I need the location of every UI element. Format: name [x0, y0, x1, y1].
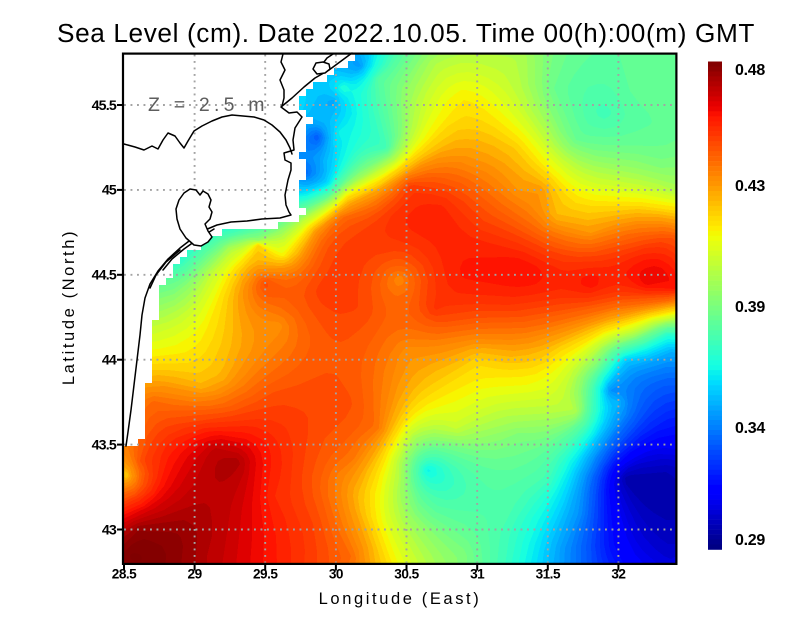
svg-text:45: 45	[102, 183, 117, 199]
svg-text:0.43: 0.43	[735, 178, 765, 195]
svg-text:0.48: 0.48	[735, 62, 765, 79]
svg-text:28.5: 28.5	[112, 567, 137, 582]
svg-text:Longitude (East): Longitude (East)	[319, 590, 482, 608]
svg-text:0.29: 0.29	[735, 532, 765, 549]
svg-text:43: 43	[102, 522, 117, 538]
svg-text:Sea Level (cm). Date 2022.10.0: Sea Level (cm). Date 2022.10.05. Time 00…	[57, 18, 755, 48]
svg-text:43.5: 43.5	[92, 437, 117, 453]
svg-text:29.5: 29.5	[253, 567, 278, 582]
svg-text:0.34: 0.34	[735, 420, 765, 437]
svg-text:31: 31	[470, 567, 485, 582]
svg-text:30.5: 30.5	[394, 567, 419, 582]
svg-text:32: 32	[611, 567, 626, 582]
svg-text:30: 30	[329, 567, 343, 582]
svg-text:Latitude (North): Latitude (North)	[60, 229, 78, 385]
svg-text:0.39: 0.39	[735, 299, 765, 316]
svg-text:44.5: 44.5	[92, 268, 117, 284]
svg-text:31.5: 31.5	[536, 567, 561, 582]
svg-text:Z = 2.5 m: Z = 2.5 m	[148, 94, 269, 116]
svg-text:45.5: 45.5	[92, 98, 117, 114]
svg-text:44: 44	[102, 353, 117, 369]
svg-text:29: 29	[188, 567, 203, 582]
